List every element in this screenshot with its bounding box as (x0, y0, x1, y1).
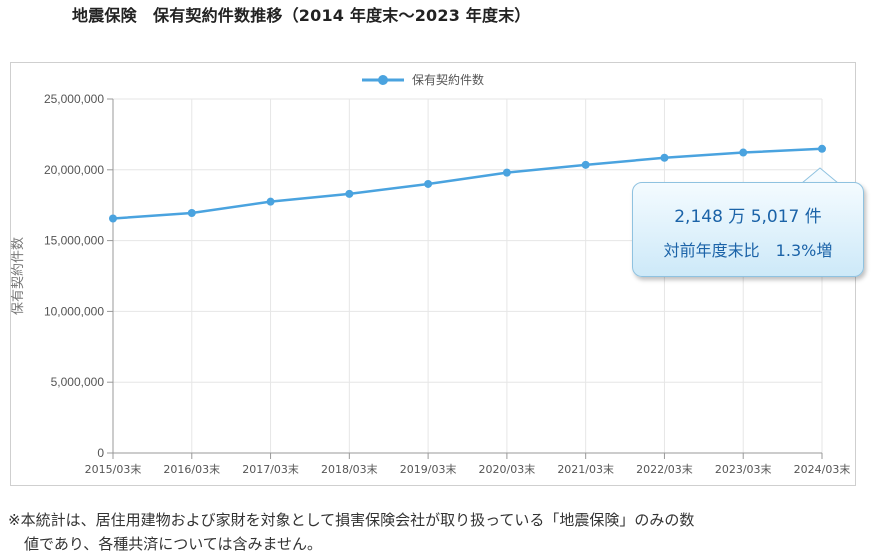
footnote: ※本統計は、居住用建物および家財を対象として損害保険会社が取り扱っている「地震保… (8, 508, 694, 556)
legend-marker (378, 75, 388, 85)
annotation-callout: 2,148 万 5,017 件 対前年度末比 1.3%増 (632, 167, 864, 277)
callout-count: 2,148 万 5,017 件 (674, 207, 822, 227)
x-tick-label: 2019/03末 (400, 462, 457, 476)
chart-title: 地震保険 保有契約件数推移（2014 年度末～2023 年度末） (72, 6, 531, 25)
x-tick-label: 2022/03末 (636, 462, 693, 476)
y-tick-label: 5,000,000 (51, 375, 105, 389)
y-axis-title: 保有契約件数 (11, 237, 26, 315)
y-tick-label: 10,000,000 (44, 304, 104, 318)
y-tick-label: 20,000,000 (44, 163, 104, 177)
callout-pointer (801, 167, 839, 184)
data-point (502, 168, 511, 177)
footnote-line2: 値であり、各種共済については含みません。 (24, 535, 323, 553)
footnote-line1: ※本統計は、居住用建物および家財を対象として損害保険会社が取り扱っている「地震保… (8, 511, 695, 529)
data-point (345, 189, 354, 198)
x-tick-label: 2023/03末 (715, 462, 772, 476)
x-tick-label: 2016/03末 (163, 462, 220, 476)
x-tick-label: 2018/03末 (321, 462, 378, 476)
callout-box: 2,148 万 5,017 件 対前年度末比 1.3%増 (632, 182, 864, 277)
x-tick-label: 2020/03末 (479, 462, 536, 476)
data-point (818, 144, 826, 153)
y-tick-label: 15,000,000 (44, 234, 104, 248)
x-tick-label: 2021/03末 (557, 462, 614, 476)
data-point (424, 179, 433, 188)
legend-label: 保有契約件数 (412, 72, 484, 87)
x-tick-label: 2024/03末 (794, 462, 851, 476)
y-tick-label: 25,000,000 (44, 92, 104, 106)
data-point (660, 153, 669, 162)
data-point (109, 214, 117, 223)
data-point (187, 208, 196, 217)
data-point (266, 197, 275, 206)
callout-growth: 対前年度末比 1.3%増 (663, 241, 833, 260)
data-point (581, 160, 590, 169)
data-point (739, 148, 748, 157)
y-tick-label: 0 (97, 446, 104, 460)
x-tick-label: 2015/03末 (85, 462, 142, 476)
x-tick-label: 2017/03末 (242, 462, 299, 476)
series-line (112, 147, 823, 220)
